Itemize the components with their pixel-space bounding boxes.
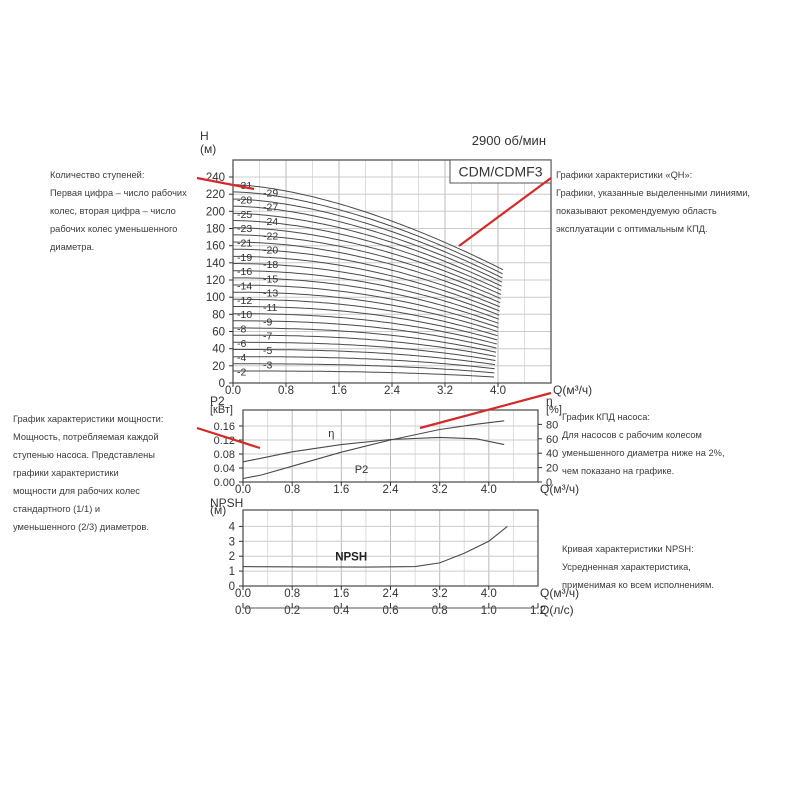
svg-text:120: 120	[206, 275, 225, 287]
svg-text:20: 20	[212, 361, 225, 373]
svg-text:200: 200	[206, 206, 225, 218]
svg-text:-20: -20	[263, 245, 278, 257]
svg-text:-23: -23	[237, 223, 252, 235]
svg-text:-27: -27	[263, 202, 278, 214]
svg-text:220: 220	[206, 189, 225, 201]
svg-text:-11: -11	[263, 302, 278, 314]
svg-text:(м): (м)	[200, 142, 216, 156]
svg-text:40: 40	[212, 344, 225, 356]
svg-text:-21: -21	[237, 238, 252, 250]
svg-text:80: 80	[212, 309, 225, 321]
svg-text:-24: -24	[263, 216, 278, 228]
svg-text:H: H	[200, 129, 209, 143]
svg-text:60: 60	[212, 327, 225, 339]
svg-text:-16: -16	[237, 266, 252, 278]
svg-text:140: 140	[206, 258, 225, 270]
svg-text:-10: -10	[237, 309, 252, 321]
svg-text:[%]: [%]	[546, 404, 562, 416]
svg-text:60: 60	[546, 434, 558, 446]
svg-text:-29: -29	[263, 187, 278, 199]
svg-text:P2: P2	[355, 464, 368, 476]
svg-text:-6: -6	[237, 338, 246, 350]
svg-text:-2: -2	[237, 367, 246, 379]
svg-text:2: 2	[229, 551, 235, 563]
svg-text:Q(м³/ч): Q(м³/ч)	[540, 482, 579, 496]
svg-text:80: 80	[546, 419, 558, 431]
svg-text:Q(л/с): Q(л/с)	[540, 603, 574, 617]
svg-text:Q(м³/ч): Q(м³/ч)	[553, 383, 592, 397]
svg-text:-22: -22	[263, 230, 278, 242]
svg-text:-19: -19	[237, 252, 252, 264]
svg-text:3: 3	[229, 536, 235, 548]
svg-text:40: 40	[546, 448, 558, 460]
svg-text:-18: -18	[263, 259, 278, 271]
svg-text:-5: -5	[263, 345, 272, 357]
svg-text:100: 100	[206, 292, 225, 304]
svg-text:-28: -28	[237, 195, 252, 207]
svg-text:-25: -25	[237, 209, 252, 221]
svg-text:-8: -8	[237, 324, 246, 336]
svg-text:-9: -9	[263, 316, 272, 328]
svg-text:20: 20	[546, 463, 558, 475]
svg-text:-7: -7	[263, 331, 272, 343]
svg-text:-15: -15	[263, 273, 278, 285]
svg-text:-14: -14	[237, 281, 252, 293]
svg-text:180: 180	[206, 224, 225, 236]
svg-text:2900 об/мин: 2900 об/мин	[472, 133, 546, 148]
svg-text:160: 160	[206, 241, 225, 253]
svg-text:-13: -13	[263, 288, 278, 300]
svg-text:NPSH: NPSH	[335, 552, 367, 564]
svg-text:-4: -4	[237, 352, 246, 364]
svg-text:1: 1	[229, 566, 235, 578]
svg-text:-3: -3	[263, 359, 272, 371]
svg-text:-12: -12	[237, 295, 252, 307]
svg-text:CDM/CDMF3: CDM/CDMF3	[459, 164, 543, 180]
